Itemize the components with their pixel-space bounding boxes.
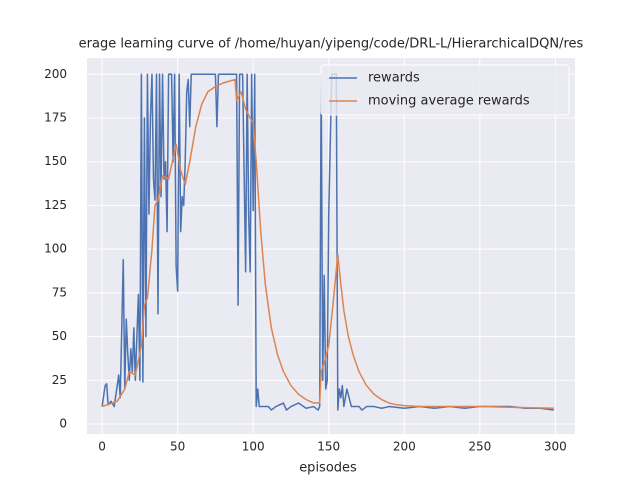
y-tick-label: 50 — [52, 329, 67, 343]
y-tick-label: 175 — [44, 110, 67, 124]
y-tick-label: 100 — [44, 242, 67, 256]
x-tick-label: 300 — [544, 440, 567, 454]
chart-title: erage learning curve of /home/huyan/yipe… — [79, 37, 584, 52]
y-tick-label: 150 — [44, 154, 67, 168]
legend-box — [320, 64, 570, 116]
y-tick-label: 125 — [44, 198, 67, 212]
y-tick-label: 0 — [59, 417, 67, 431]
x-tick-label: 100 — [242, 440, 265, 454]
y-tick-label: 200 — [44, 67, 67, 81]
x-tick-label: 0 — [98, 440, 106, 454]
legend-label: moving average rewards — [368, 94, 530, 109]
series-line — [101, 73, 554, 411]
x-tick-label: 200 — [393, 440, 416, 454]
y-tick-label: 75 — [52, 285, 67, 299]
legend-label: rewards — [368, 71, 420, 86]
y-tick-label: 25 — [52, 373, 67, 387]
series-line — [101, 78, 554, 410]
x-tick-label: 150 — [317, 440, 340, 454]
x-tick-label: 50 — [170, 440, 185, 454]
x-tick-label: 250 — [468, 440, 491, 454]
x-axis-label: episodes — [299, 461, 357, 476]
